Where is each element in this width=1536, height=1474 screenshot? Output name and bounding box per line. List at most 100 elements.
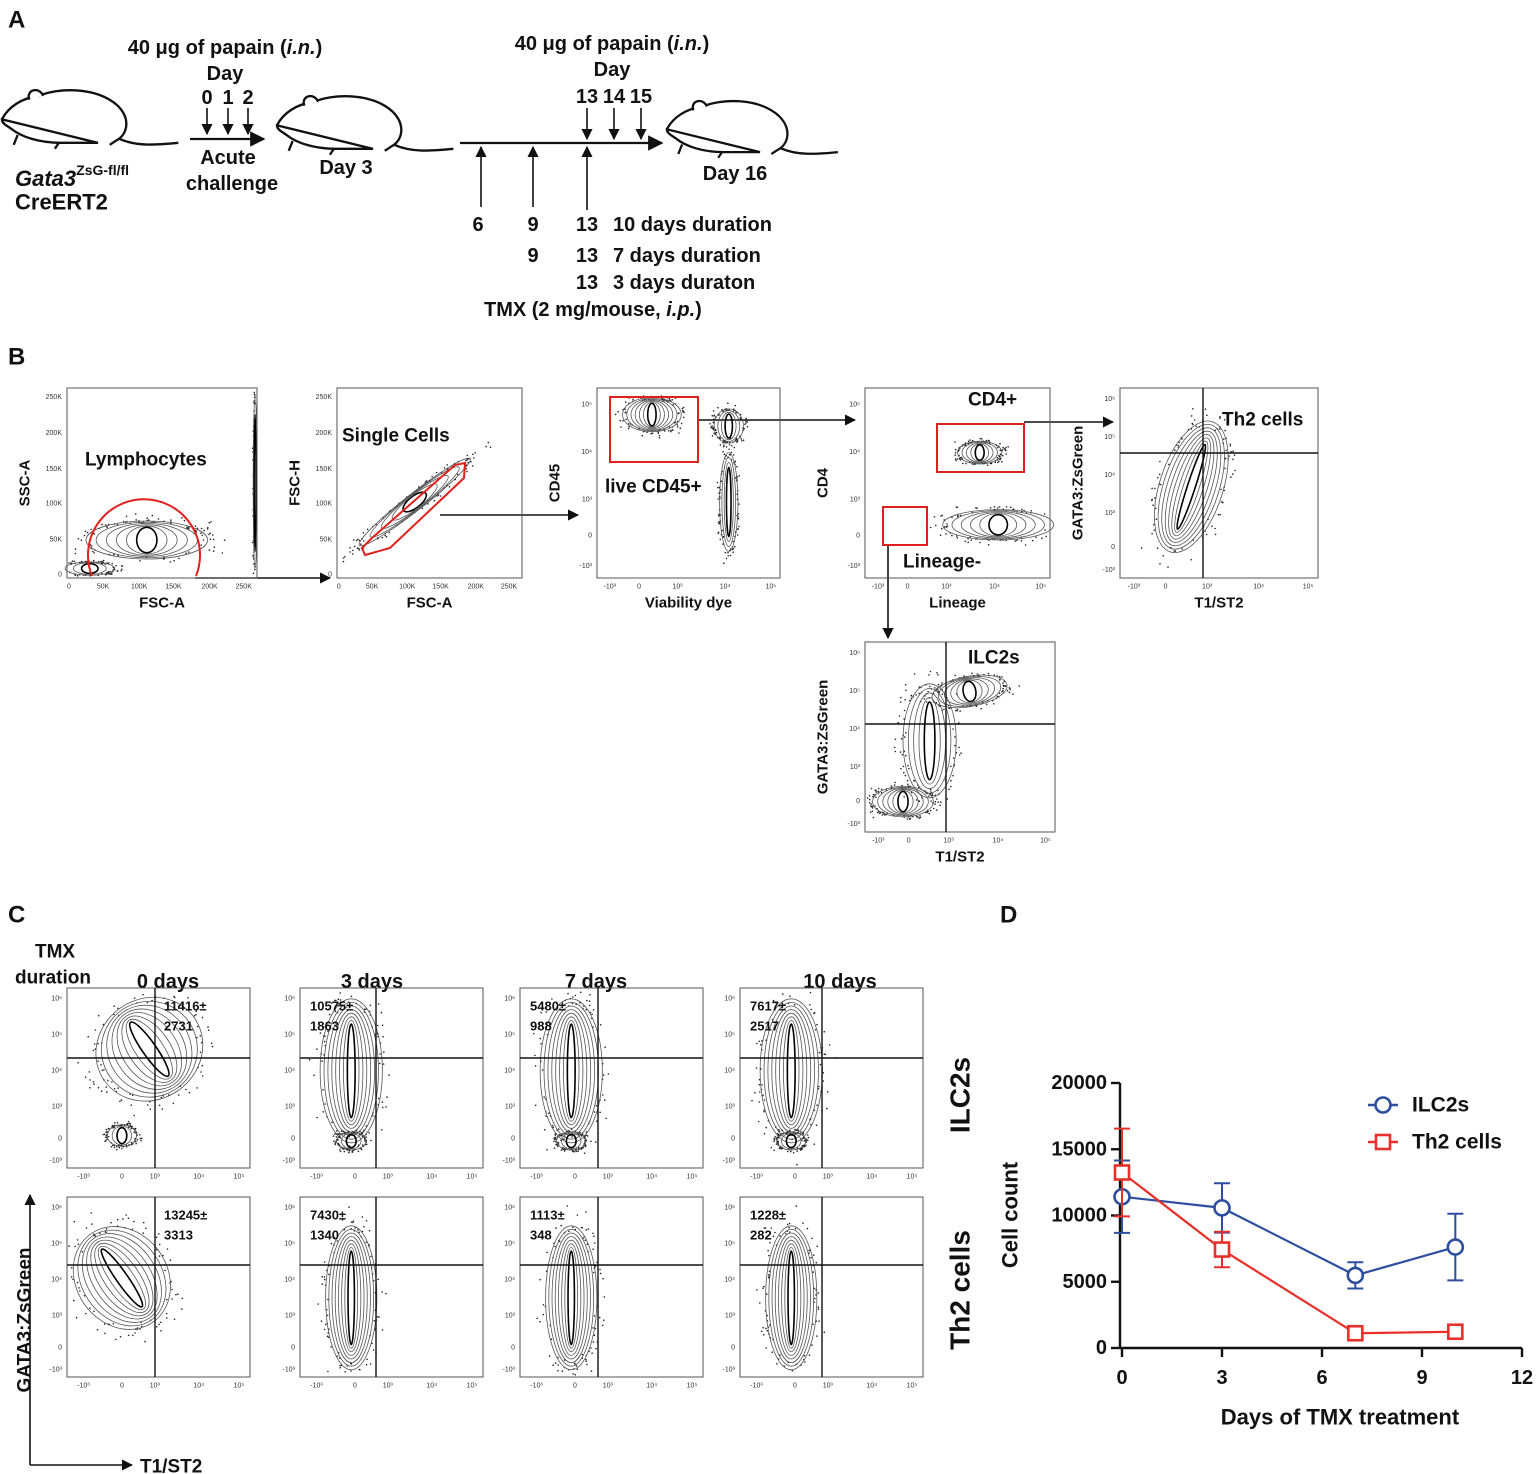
event-dot — [776, 1132, 779, 1135]
event-dot — [906, 779, 909, 782]
event-dot — [722, 543, 724, 545]
event-dot — [571, 1150, 574, 1153]
event-dot — [574, 994, 577, 997]
event-dot — [160, 1096, 163, 1099]
contour-line — [341, 1243, 362, 1353]
x-tick-label: 9 — [1416, 1367, 1427, 1389]
event-dot — [223, 539, 226, 541]
event-dot — [870, 803, 872, 805]
event-dot — [734, 460, 736, 463]
event-dot — [999, 453, 1002, 456]
event-dot — [538, 1028, 541, 1030]
day-number: 13 — [576, 245, 598, 267]
event-dot — [727, 552, 729, 554]
contour-line — [787, 1250, 796, 1346]
event-dot — [117, 1007, 119, 1010]
contour-line — [539, 998, 603, 1144]
event-dot — [433, 499, 436, 502]
event-dot — [1204, 408, 1207, 411]
event-dot — [670, 429, 672, 432]
y-tick-label: 10⁴ — [849, 449, 860, 456]
event-dot — [557, 1141, 559, 1144]
event-dot — [381, 1291, 384, 1293]
y-tick-label: 10⁶ — [504, 1204, 515, 1211]
event-dot — [620, 426, 622, 428]
text-part: Gata3 — [15, 166, 76, 191]
x-tick-label: 10⁵ — [1035, 584, 1046, 591]
event-dot — [823, 1331, 826, 1333]
event-dot — [100, 1064, 102, 1066]
contour-line — [100, 1000, 198, 1098]
event-dot — [985, 439, 988, 442]
event-dot — [125, 1214, 127, 1216]
event-dot — [772, 999, 775, 1002]
event-dot — [812, 1323, 814, 1326]
x-tick-label: 10³ — [672, 584, 683, 591]
event-dot — [906, 818, 909, 820]
contour-line — [765, 1225, 818, 1371]
event-dot — [822, 1080, 825, 1082]
event-dot — [811, 1344, 813, 1346]
contour-line — [106, 1124, 137, 1147]
contour-line — [965, 442, 994, 463]
event-dot — [382, 1106, 384, 1109]
event-dot — [769, 1242, 771, 1244]
event-dot — [576, 1214, 579, 1216]
event-dot — [929, 685, 931, 688]
event-dot — [679, 427, 682, 430]
event-dot — [385, 1106, 387, 1108]
event-dot — [169, 561, 172, 563]
event-dot — [378, 1316, 380, 1318]
day-number: 2 — [242, 87, 253, 109]
event-dot — [166, 1317, 168, 1319]
event-dot — [765, 1327, 767, 1330]
event-dot — [1045, 535, 1047, 538]
contour-line — [106, 1004, 193, 1094]
x-tick-label: -10³ — [750, 1383, 763, 1390]
count-label: 1228± — [750, 1208, 786, 1223]
event-dot — [342, 560, 345, 563]
event-dot — [672, 429, 674, 431]
event-dot — [727, 402, 729, 405]
event-dot — [955, 459, 957, 462]
x-tick-label: 10⁴ — [193, 1383, 204, 1390]
x-tick-label: 0 — [1164, 584, 1168, 591]
event-dot — [718, 513, 720, 516]
event-dot — [993, 703, 995, 705]
event-dot — [603, 1099, 606, 1101]
event-dot — [732, 551, 734, 553]
event-dot — [92, 559, 95, 562]
event-dot — [356, 547, 359, 549]
event-dot — [954, 451, 957, 454]
x-tick-label: 250K — [501, 584, 518, 591]
event-dot — [904, 774, 907, 777]
event-dot — [131, 1125, 133, 1128]
event-dot — [207, 1026, 209, 1028]
event-dot — [96, 1328, 99, 1331]
x-tick-label: 10⁵ — [234, 1174, 245, 1181]
day-number: 13 — [576, 272, 598, 294]
text-part: i.p. — [666, 299, 695, 321]
event-dot — [1219, 415, 1221, 418]
event-dot — [599, 1272, 602, 1275]
contour-line — [566, 1023, 576, 1119]
event-dot — [188, 526, 190, 529]
y-tick-label: 15000 — [1051, 1138, 1107, 1160]
event-dot — [323, 1278, 326, 1281]
event-dot — [576, 1368, 579, 1371]
annotation: 40 μg of papain (i.n.) — [128, 37, 322, 59]
contour-line — [974, 444, 985, 462]
event-dot — [550, 1338, 553, 1341]
event-dot — [893, 746, 896, 749]
event-dot — [327, 1336, 330, 1339]
event-dot — [365, 1241, 367, 1244]
y-tick-label: 10⁶ — [504, 995, 515, 1002]
event-dot — [354, 1227, 356, 1229]
contour-line — [630, 399, 674, 431]
event-dot — [818, 1051, 821, 1054]
event-dot — [372, 1349, 375, 1351]
event-dot — [819, 1063, 822, 1066]
plot-frame — [66, 1196, 251, 1378]
x-tick-label: 10⁴ — [866, 1383, 877, 1390]
event-dot — [1005, 446, 1007, 449]
